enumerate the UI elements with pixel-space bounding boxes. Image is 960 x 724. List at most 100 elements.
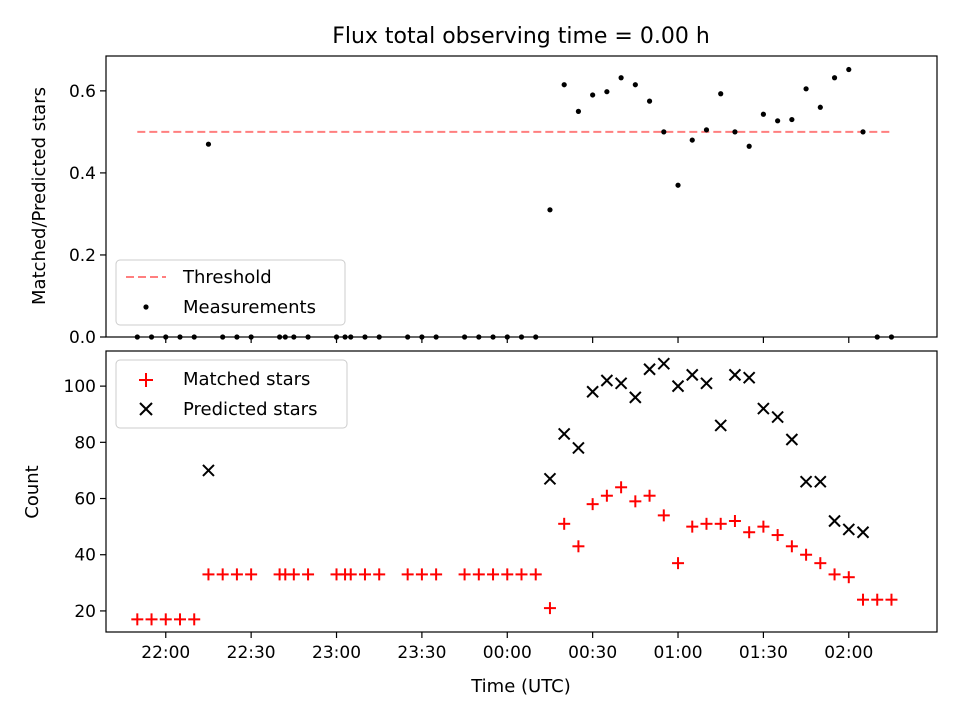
predicted-star-point — [771, 410, 784, 424]
measurement-point — [177, 334, 183, 340]
matched-star-point — [373, 568, 386, 581]
measurement-point — [205, 141, 212, 147]
measurement-point — [342, 334, 348, 340]
measurement-point — [504, 334, 510, 340]
measurement-point — [476, 334, 482, 340]
predicted-star-point — [629, 391, 642, 404]
y-tick-label: 80 — [74, 433, 96, 453]
predicted-star-point — [714, 419, 727, 432]
y-tick-label: 0.4 — [69, 164, 96, 184]
matched-star-point — [230, 568, 243, 581]
measurement-point — [689, 137, 695, 143]
predicted-star-point — [572, 441, 585, 455]
predicted-star-point — [671, 379, 685, 393]
predicted-star-point — [742, 371, 756, 384]
measurement-point — [803, 86, 809, 92]
matched-star-point — [302, 568, 315, 581]
measurement-point — [305, 334, 311, 340]
legend-bottom: Matched stars Predicted stars — [115, 359, 348, 429]
predicted-star-point — [586, 385, 599, 398]
measurement-point — [490, 334, 496, 340]
predicted-star-point — [600, 374, 614, 387]
matched-star-point — [885, 593, 898, 606]
y-tick-label: 0.2 — [69, 246, 96, 266]
x-tick-label: 01:30 — [739, 643, 788, 663]
measurement-point — [276, 334, 283, 340]
legend-measurements-swatch — [143, 304, 149, 310]
y-tick-label: 20 — [74, 602, 96, 622]
matched-star-point — [757, 520, 770, 533]
y-axis-label-bottom: Count — [22, 465, 43, 518]
legend-predicted-swatch — [139, 402, 153, 416]
matched-star-point — [842, 571, 855, 584]
x-tick-label: 22:30 — [227, 643, 276, 663]
predicted-star-point — [700, 377, 713, 390]
matched-star-point — [700, 517, 713, 530]
x-axis-label: Time (UTC) — [470, 676, 571, 697]
matched-star-point — [159, 613, 172, 626]
y-ticks-bottom: 20 40 60 80 100 — [64, 377, 106, 622]
predicted-star-point — [828, 514, 841, 528]
x-tick-label: 00:00 — [483, 643, 532, 663]
matched-star-point — [245, 568, 258, 581]
marks-top — [134, 66, 895, 340]
measurement-point — [860, 129, 866, 135]
matched-star-point — [145, 613, 158, 626]
predicted-star-point — [856, 526, 870, 539]
measurement-point — [718, 91, 724, 97]
matched-star-point — [785, 540, 798, 553]
measurement-point — [760, 111, 767, 117]
predicted-star-point — [614, 377, 628, 390]
predicted-star-point — [657, 357, 671, 370]
y-ticks-top: 0.0 0.2 0.4 0.6 — [69, 82, 106, 348]
measurement-point — [632, 82, 638, 88]
matched-star-point — [515, 568, 528, 581]
legend-measurements-label: Measurements — [183, 297, 316, 318]
predicted-star-point — [728, 368, 742, 382]
measurement-point — [732, 129, 738, 135]
y-tick-label: 0.0 — [69, 328, 96, 348]
measurement-point — [888, 334, 895, 340]
measurement-point — [163, 334, 169, 340]
measurement-point — [590, 92, 596, 98]
measurement-point — [148, 334, 155, 340]
x-tick-label: 23:30 — [397, 643, 446, 663]
y-tick-label: 60 — [74, 490, 96, 510]
matched-star-point — [714, 517, 727, 530]
matched-star-point — [800, 548, 813, 561]
y-tick-label: 40 — [74, 546, 96, 566]
matched-star-point — [287, 568, 300, 581]
measurement-point — [282, 334, 288, 340]
matched-star-point — [131, 613, 144, 626]
matched-star-point — [188, 613, 201, 626]
predicted-star-point — [757, 402, 770, 415]
measurement-point — [547, 207, 553, 213]
measurement-point — [291, 334, 297, 340]
matched-star-point — [543, 602, 556, 615]
matched-star-point — [173, 613, 186, 626]
predicted-star-point — [557, 427, 571, 441]
measurement-point — [817, 104, 823, 110]
legend-threshold-label: Threshold — [182, 267, 272, 288]
measurement-point — [533, 334, 539, 340]
matched-star-point — [501, 568, 514, 581]
matched-star-point — [728, 515, 741, 528]
matched-star-point — [344, 568, 357, 581]
predicted-star-point — [799, 475, 813, 488]
chart-title: Flux total observing time = 0.00 h — [332, 24, 710, 49]
y-tick-label: 100 — [64, 377, 96, 397]
measurement-point — [518, 334, 525, 340]
measurement-point — [746, 143, 752, 149]
matched-star-point — [771, 529, 784, 542]
measurement-point — [846, 66, 852, 73]
predicted-star-point — [785, 433, 799, 446]
predicted-star-point — [842, 523, 855, 536]
legend-bottom-frame — [115, 359, 348, 429]
measurement-point — [419, 334, 425, 340]
measurement-point — [675, 182, 681, 188]
matched-star-point — [529, 568, 542, 581]
measurement-point — [433, 334, 439, 340]
matched-star-point — [487, 568, 500, 581]
x-tick-label: 01:00 — [654, 643, 703, 663]
